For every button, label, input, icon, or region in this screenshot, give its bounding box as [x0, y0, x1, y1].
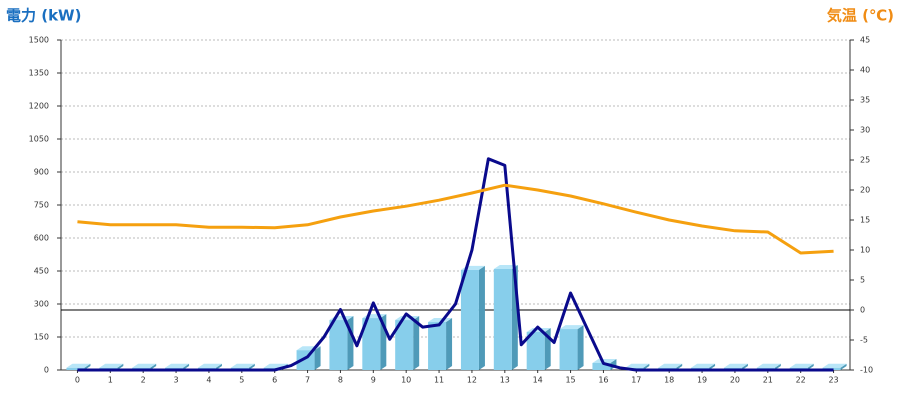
x-tick-label: 16 [598, 376, 608, 385]
x-tick-label: 3 [174, 376, 179, 385]
bar-top [625, 363, 650, 368]
bar [362, 318, 381, 370]
x-tick-label: 5 [239, 376, 244, 385]
bar-top [132, 363, 157, 368]
bar-side [183, 363, 190, 370]
x-tick-label: 22 [796, 376, 806, 385]
bar [526, 331, 545, 370]
bar-side [478, 265, 485, 370]
y-tick-label: 1050 [29, 135, 49, 144]
x-tick-label: 1 [108, 376, 113, 385]
y-tick-label: 0 [44, 366, 49, 375]
x-tick-label: 17 [631, 376, 641, 385]
bar-top [756, 363, 781, 368]
bar-side [248, 363, 255, 370]
bar-side [807, 363, 814, 370]
y2-tick-label: 15 [860, 216, 870, 225]
y-tick-label: 300 [34, 300, 49, 309]
x-tick-label: 18 [664, 376, 674, 385]
y2-tick-label: 30 [860, 126, 870, 135]
y-axis-title: 電力 (kW) [6, 7, 81, 25]
bar [559, 329, 578, 370]
bar-top [592, 358, 617, 363]
x-tick-label: 15 [565, 376, 575, 385]
bar-side [774, 363, 781, 370]
bar-top [723, 363, 748, 368]
bar-top [493, 265, 518, 270]
bar-top [428, 318, 453, 323]
bar-top [658, 363, 683, 368]
bar-top [66, 363, 91, 368]
y2-tick-label: 45 [860, 36, 870, 45]
x-tick-label: 0 [75, 376, 80, 385]
bar-side [577, 325, 584, 370]
bar [66, 367, 85, 370]
x-tick-label: 7 [305, 376, 310, 385]
y-tick-label: 450 [34, 267, 49, 276]
y-tick-label: 150 [34, 333, 49, 342]
bar-side [840, 363, 847, 370]
x-tick-label: 14 [533, 376, 543, 385]
bar-side [676, 363, 683, 370]
bar-top [691, 363, 716, 368]
y2-tick-label: 25 [860, 156, 870, 165]
bar [428, 322, 447, 370]
x-tick-label: 11 [434, 376, 444, 385]
y2-tick-label: -5 [860, 336, 868, 345]
y2-tick-label: 35 [860, 96, 870, 105]
y2-tick-label: 20 [860, 186, 870, 195]
y-tick-label: 1200 [29, 102, 49, 111]
y2-axis-title: 気温 (℃) [827, 7, 894, 25]
bar [460, 269, 479, 370]
x-tick-label: 9 [371, 376, 376, 385]
y-tick-label: 1500 [29, 36, 49, 45]
x-tick-label: 6 [272, 376, 277, 385]
bar-top [99, 363, 124, 368]
x-tick-label: 2 [141, 376, 146, 385]
x-tick-label: 8 [338, 376, 343, 385]
bar-side [117, 363, 124, 370]
bar-side [314, 346, 321, 370]
bar-top [789, 363, 814, 368]
y2-tick-label: -10 [860, 366, 873, 375]
bar-side [84, 363, 91, 370]
bar-top [197, 363, 222, 368]
bar-top [230, 363, 255, 368]
x-tick-label: 23 [828, 376, 838, 385]
bar-side [610, 358, 617, 370]
x-tick-label: 4 [206, 376, 211, 385]
bar-side [215, 363, 222, 370]
x-tick-label: 20 [730, 376, 740, 385]
line [77, 157, 834, 372]
bar-side [741, 363, 748, 370]
x-tick-label: 13 [500, 376, 510, 385]
bar [493, 269, 512, 370]
y2-tick-label: 5 [860, 276, 865, 285]
x-tick-label: 19 [697, 376, 707, 385]
bar-top [165, 363, 190, 368]
y-tick-label: 750 [34, 201, 49, 210]
bar-side [446, 318, 453, 370]
y-tick-label: 600 [34, 234, 49, 243]
y2-tick-label: 0 [860, 306, 865, 315]
line [77, 183, 834, 255]
bar [329, 320, 348, 370]
x-tick-label: 21 [763, 376, 773, 385]
bar-side [643, 363, 650, 370]
y2-tick-label: 10 [860, 246, 870, 255]
bar-side [413, 316, 420, 370]
y-tick-label: 900 [34, 168, 49, 177]
x-tick-label: 10 [401, 376, 411, 385]
bar-top [822, 363, 847, 368]
bar-top [559, 325, 584, 330]
y-tick-label: 1350 [29, 69, 49, 78]
bar [592, 362, 611, 370]
x-tick-label: 12 [467, 376, 477, 385]
bar-side [709, 363, 716, 370]
y2-tick-label: 40 [860, 66, 870, 75]
bar [395, 320, 414, 370]
bar-side [150, 363, 157, 370]
